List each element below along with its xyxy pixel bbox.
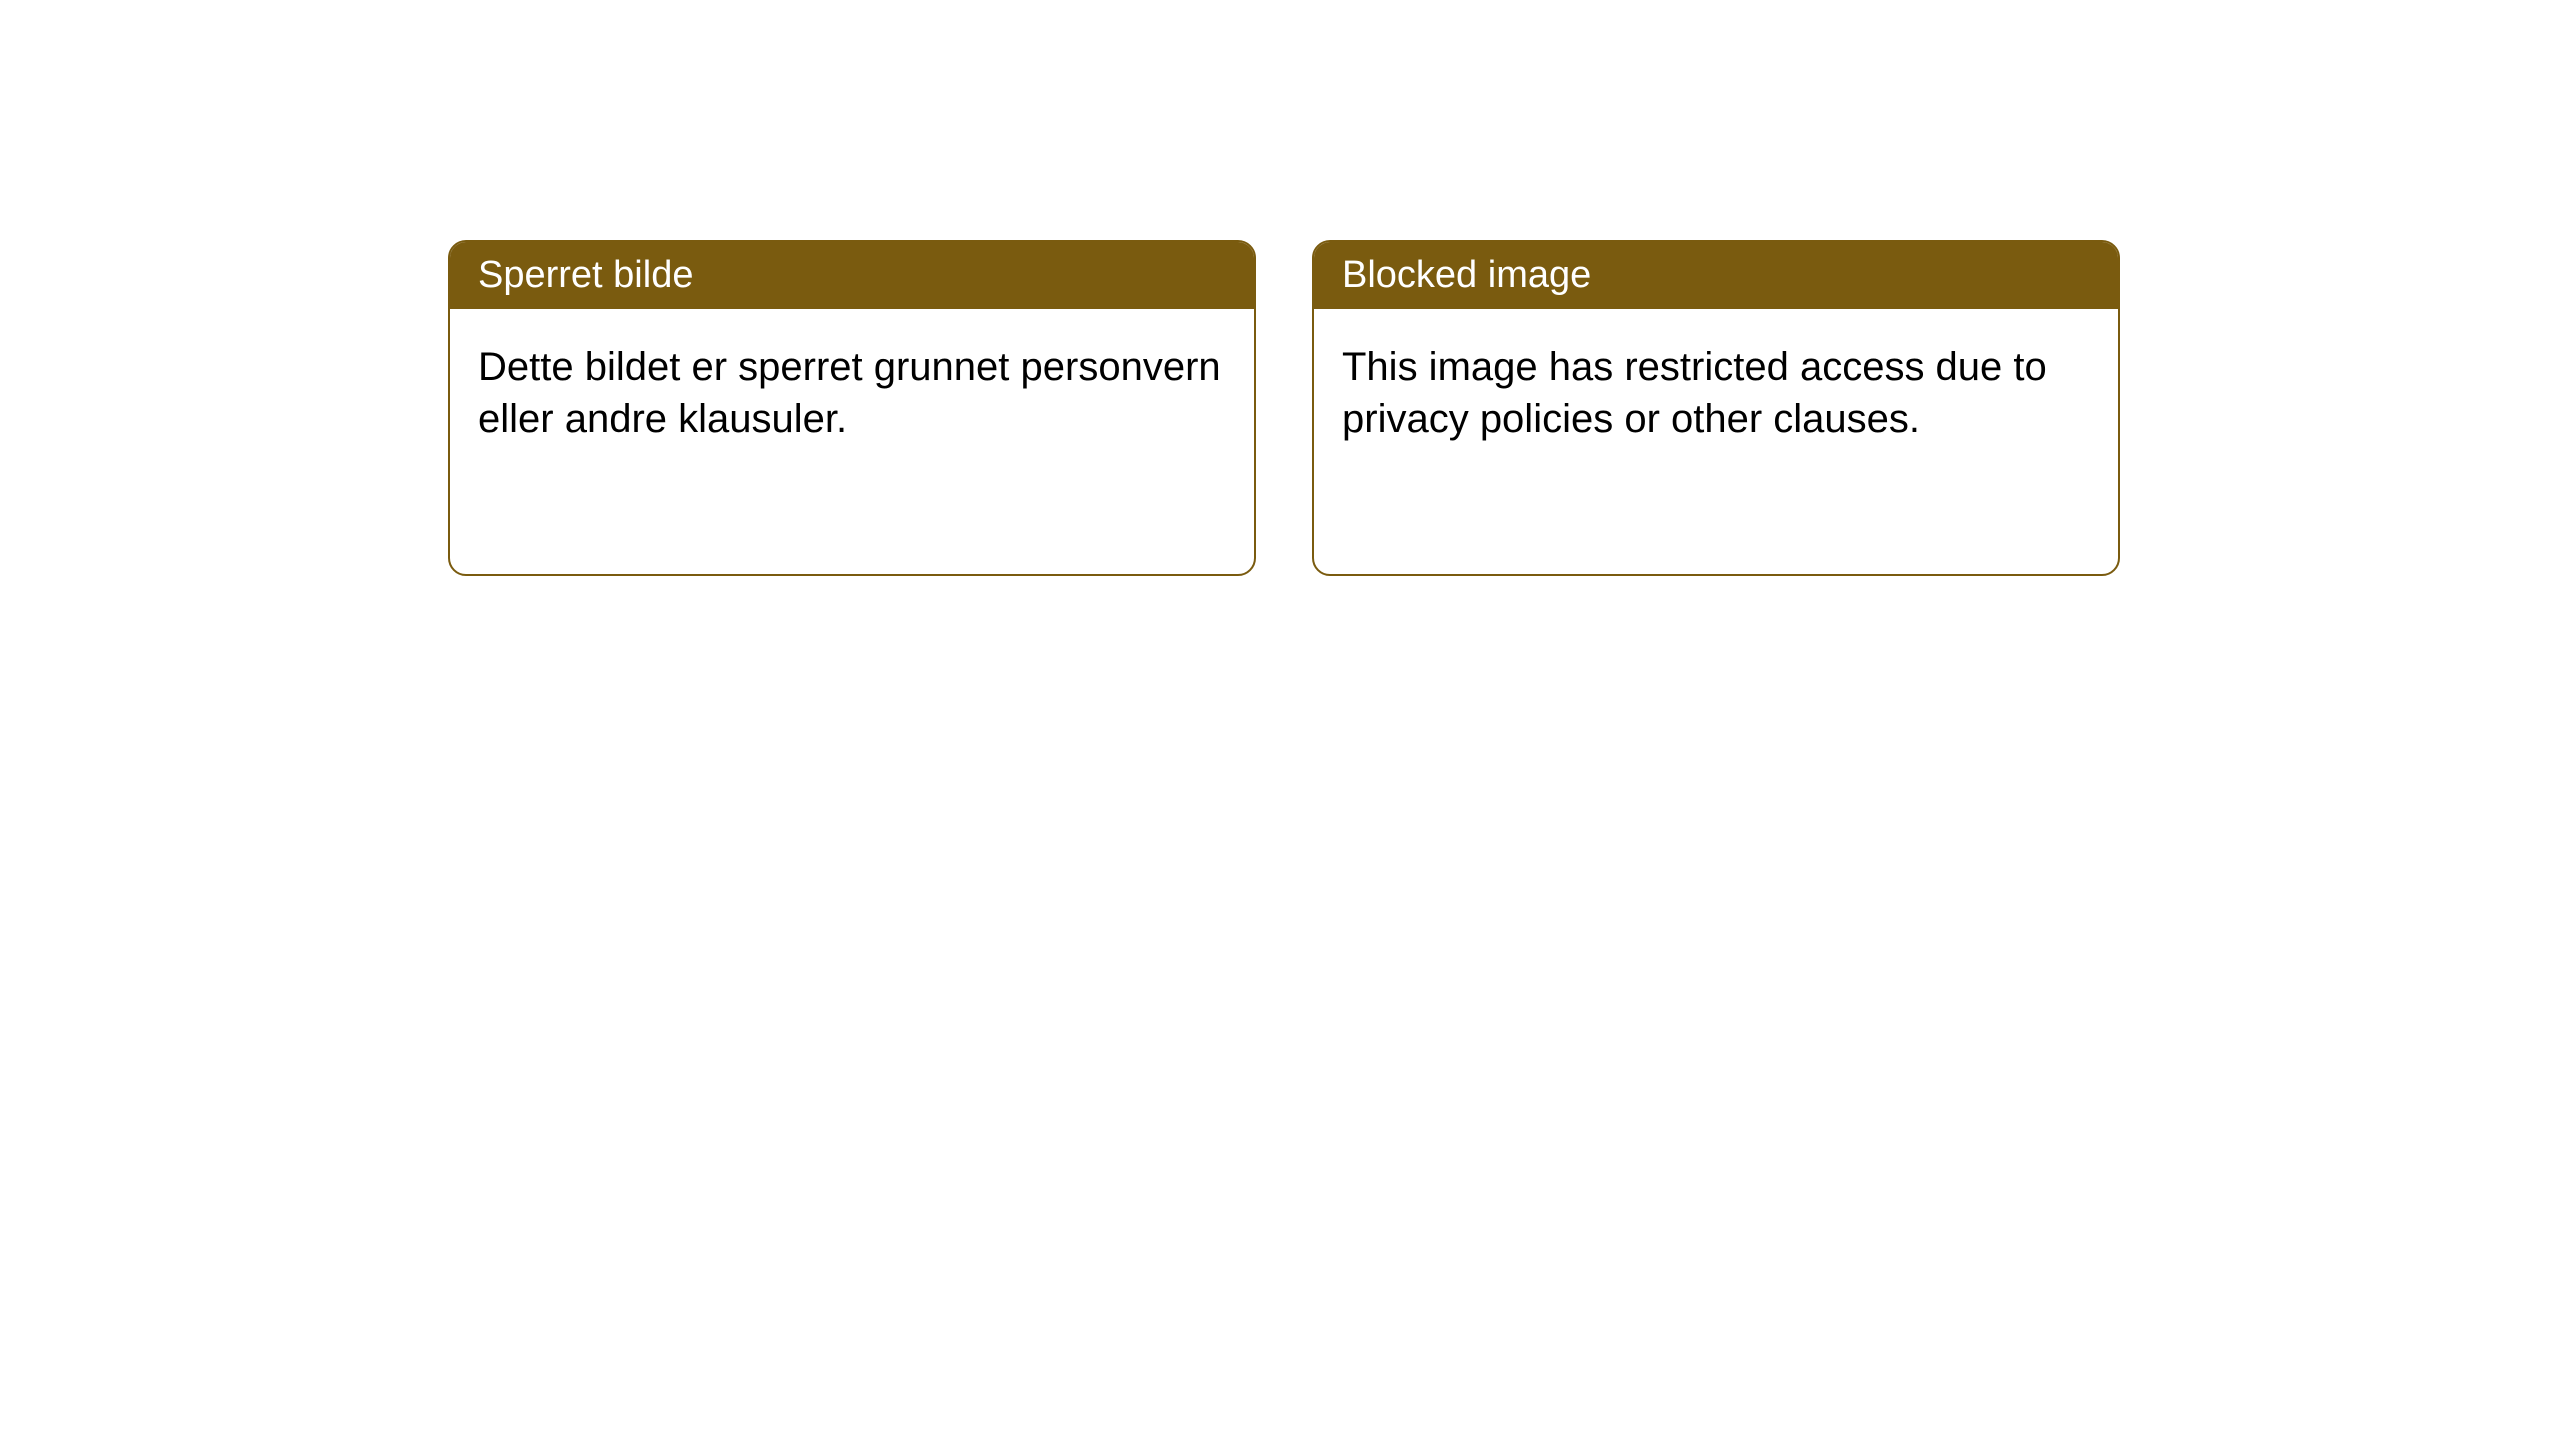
card-body-text: This image has restricted access due to … (1342, 345, 2047, 441)
blocked-image-card-no: Sperret bilde Dette bildet er sperret gr… (448, 240, 1256, 576)
card-body-text: Dette bildet er sperret grunnet personve… (478, 345, 1221, 441)
card-header: Blocked image (1314, 242, 2118, 309)
card-body: Dette bildet er sperret grunnet personve… (450, 309, 1254, 477)
card-header: Sperret bilde (450, 242, 1254, 309)
blocked-image-card-en: Blocked image This image has restricted … (1312, 240, 2120, 576)
card-title: Sperret bilde (478, 254, 693, 296)
notice-container: Sperret bilde Dette bildet er sperret gr… (0, 0, 2560, 576)
card-body: This image has restricted access due to … (1314, 309, 2118, 477)
card-title: Blocked image (1342, 254, 1591, 296)
